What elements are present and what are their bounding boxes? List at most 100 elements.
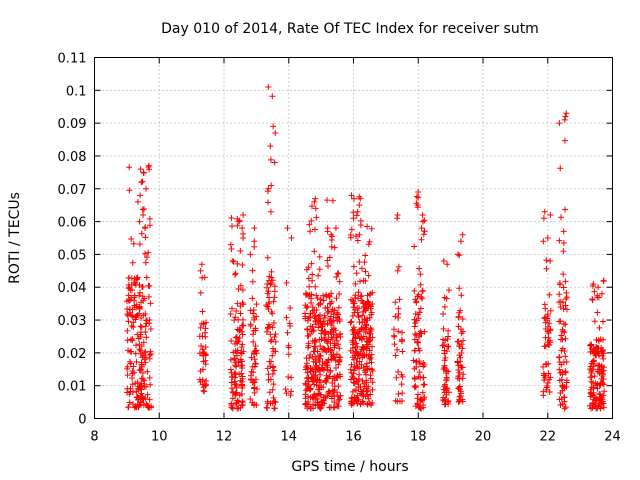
data-point [359,377,366,384]
data-point [267,331,274,338]
data-point [337,330,344,337]
data-point [559,371,566,378]
x-tick-label: 22 [539,430,556,445]
data-point [417,281,424,288]
data-point [399,329,406,336]
data-point [335,403,342,410]
data-point [228,338,235,345]
data-point [445,327,452,334]
data-point [146,355,153,362]
data-point [228,305,235,312]
data-point [421,217,428,224]
data-point [455,384,462,391]
data-point [557,214,564,221]
data-point [594,294,601,301]
data-point [352,280,359,287]
data-point [313,321,320,328]
data-point [443,376,450,383]
x-axis-label: GPS time / hours [291,459,408,475]
data-point [413,193,420,200]
data-point [336,291,343,298]
data-point [363,363,370,370]
data-point [316,266,323,273]
data-point [126,187,133,194]
data-point [600,381,607,388]
data-point [547,212,554,219]
data-point [594,385,601,392]
data-point [556,291,563,298]
data-point [132,313,139,320]
data-point [366,400,373,407]
data-point [322,378,329,385]
data-point [200,384,207,391]
data-point [419,288,426,295]
data-point [556,366,563,373]
data-point [354,378,361,385]
data-point [456,369,463,376]
data-point [441,357,448,364]
data-point [600,400,607,407]
data-point [303,381,310,388]
data-point [328,321,335,328]
data-point [562,404,569,411]
data-point [309,271,316,278]
data-point [232,371,239,378]
data-point [443,295,450,302]
data-point [411,383,418,390]
data-point [312,402,319,409]
data-point [250,331,257,338]
data-point [367,325,374,332]
data-point [148,404,155,411]
data-point [305,378,312,385]
data-point [288,235,295,241]
data-point [558,361,565,368]
data-point [146,316,153,323]
data-point [561,137,568,144]
data-point [285,351,292,358]
data-point [312,195,319,202]
data-point [250,402,257,409]
data-point [445,333,452,340]
data-point [230,258,237,265]
data-point [411,323,418,330]
data-point [356,231,363,238]
data-point [542,334,549,341]
data-point [545,341,552,348]
data-point [310,405,317,412]
data-point [248,368,255,375]
data-point [309,277,316,284]
data-point [140,297,147,304]
data-point [129,375,136,382]
data-point [348,226,355,233]
data-point [353,386,360,393]
data-point [137,367,144,374]
data-point [356,278,363,285]
data-point [395,263,402,270]
data-point [128,287,135,294]
data-point [413,359,420,366]
data-point [139,370,146,377]
data-point [367,391,374,398]
data-point [395,314,402,321]
data-point [239,341,246,348]
data-point [369,368,376,375]
data-point [238,358,245,365]
data-point [143,254,150,261]
data-point [366,337,373,344]
data-point [196,350,203,357]
data-point [337,354,344,361]
data-point [398,398,405,405]
data-point [391,341,398,348]
data-point [132,280,139,287]
data-point [140,312,147,319]
y-tick-label: 0.01 [58,380,87,395]
data-point [439,396,446,403]
data-point [420,404,427,411]
data-point [237,247,244,254]
data-point [441,303,448,310]
data-point [136,346,143,353]
axis-ticks: 8 10 12 14 16 18 20 22 24 0 0.01 0.02 0.03 0.04 0.05 0.… [58,52,621,445]
data-point [412,382,419,389]
data-point [352,292,359,299]
data-point [130,363,137,370]
